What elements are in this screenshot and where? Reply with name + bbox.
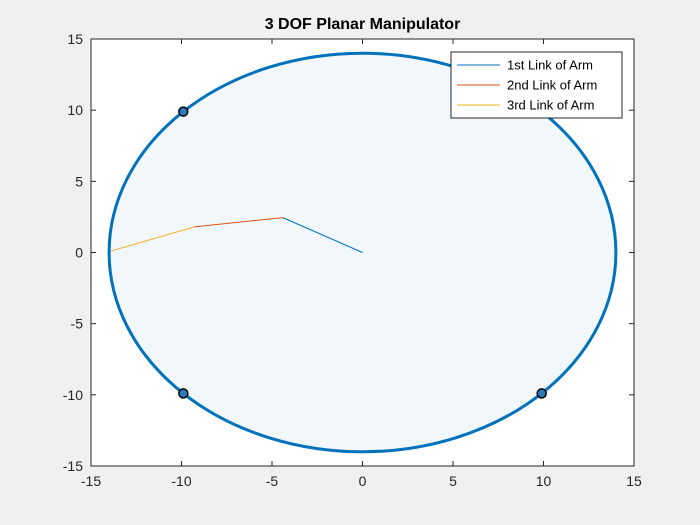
circle-marker-3 — [536, 388, 547, 399]
y-tick-label: -10 — [63, 387, 83, 403]
ticks-layer: -15 -10 -5 0 5 10 15 -15 -10 -5 0 5 10 15 — [63, 31, 642, 489]
x-tick-label: 15 — [626, 473, 642, 489]
arm-link-2 — [194, 217, 283, 228]
legend-label-1: 1st Link of Arm — [507, 58, 593, 73]
legend-label-3: 3rd Link of Arm — [507, 98, 594, 113]
x-tick-label: -15 — [81, 473, 101, 489]
x-tick-label: 5 — [449, 473, 457, 489]
legend-label-2: 2nd Link of Arm — [507, 78, 597, 93]
arm-link-1 — [282, 217, 363, 253]
y-tick-label: 15 — [67, 31, 83, 47]
x-tick-label: 0 — [359, 473, 367, 489]
y-tick-label: 5 — [75, 173, 83, 189]
x-tick-label: -10 — [171, 473, 191, 489]
circle-marker-2 — [178, 388, 189, 399]
y-tick-label: 10 — [67, 102, 83, 118]
legend-items: 1st Link of Arm 2nd Link of Arm 3rd Link o… — [457, 58, 597, 113]
links-layer — [110, 217, 363, 253]
y-tick-label: 0 — [75, 245, 83, 261]
x-tick-label: -5 — [266, 473, 279, 489]
y-tick-label: -15 — [63, 458, 83, 474]
legend[interactable]: 1st Link of Arm 2nd Link of Arm 3rd Link o… — [450, 51, 623, 119]
arm-link-3 — [110, 226, 195, 252]
y-tick-label: -5 — [71, 316, 84, 332]
chart-title: 3 DOF Planar Manipulator — [265, 16, 461, 33]
circle-marker-1 — [178, 106, 189, 117]
x-tick-label: 10 — [536, 473, 552, 489]
markers-layer — [178, 106, 547, 399]
